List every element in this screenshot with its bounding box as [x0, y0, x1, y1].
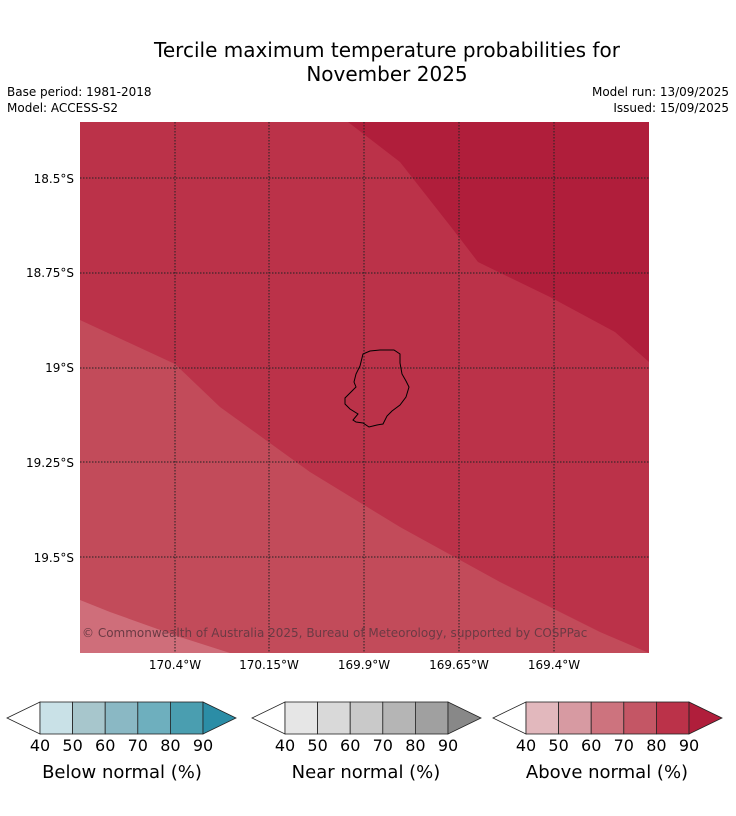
gridlines [80, 122, 649, 653]
colorbar-below-seg-80 [169, 701, 204, 735]
map-canvas [80, 122, 649, 653]
colorbar-above-seg-60 [590, 701, 625, 735]
colorbar-below-tick-70: 70 [127, 736, 148, 755]
colorbar-near-seg-60 [349, 701, 384, 735]
lat-label-1: 18.5°S [33, 172, 74, 186]
colorbar-below-tick-60: 60 [95, 736, 116, 755]
model-run: Model run: 13/09/2025 [591, 85, 729, 99]
colorbar-below-tick-40: 40 [29, 736, 51, 755]
colorbar-near-over-arrow [447, 701, 482, 735]
colorbar-above-label: Above normal (%) [525, 762, 689, 783]
colorbar-below-seg-50 [72, 701, 106, 735]
colorbar-above-tick-40: 40 [515, 736, 537, 755]
meta-left: Base period: 1981-2018 Model: ACCESS-S2 [7, 84, 152, 116]
colorbar-below-seg-40 [39, 701, 73, 735]
lon-label-2: 170.15°W [239, 658, 299, 672]
meta-right: Model run: 13/09/2025 Issued: 15/09/2025 [592, 84, 729, 116]
title-line-2: November 2025 [306, 62, 468, 86]
colorbar-above-tick-80: 80 [646, 736, 667, 755]
map-title: Tercile maximum temperature probabilitie… [0, 38, 736, 86]
colorbar-above-tick-50: 50 [548, 736, 569, 755]
lat-label-3: 19°S [45, 361, 74, 375]
copyright-notice: © Commonwealth of Australia 2025, Bureau… [82, 626, 588, 640]
island-outline [344, 349, 410, 428]
lon-label-3: 169.9°W [337, 658, 391, 672]
colorbar-near-tick-60: 60 [340, 736, 361, 755]
issued-date: Issued: 15/09/2025 [613, 101, 729, 115]
colorbar-near-seg-70 [382, 701, 416, 735]
colorbar-above-normal [492, 701, 723, 735]
colorbar-below-normal [6, 701, 237, 735]
title-line-1: Tercile maximum temperature probabilitie… [154, 38, 620, 62]
colorbar-below-under-arrow [6, 701, 41, 735]
colorbar-near-label: Near normal (%) [291, 762, 441, 783]
colorbar-above-tick-90: 90 [678, 736, 700, 755]
colorbar-above-tick-60: 60 [581, 736, 602, 755]
colorbar-above-seg-50 [558, 701, 592, 735]
lat-label-4: 19.25°S [26, 456, 74, 470]
colorbar-above-seg-80 [655, 701, 690, 735]
map-panel: © Commonwealth of Australia 2025, Bureau… [80, 122, 649, 653]
lon-label-5: 169.4°W [527, 658, 581, 672]
colorbar-near-tick-90: 90 [437, 736, 459, 755]
colorbar-above-seg-40 [525, 701, 559, 735]
colorbar-above-tick-70: 70 [613, 736, 634, 755]
colorbar-near-tick-70: 70 [372, 736, 393, 755]
colorbar-above-over-arrow [688, 701, 723, 735]
base-period: Base period: 1981-2018 [7, 85, 152, 99]
colorbar-above-under-arrow [492, 701, 527, 735]
colorbar-near-tick-80: 80 [405, 736, 426, 755]
colorbar-below-over-arrow [202, 701, 237, 735]
band-above-90 [348, 122, 649, 362]
model-name: Model: ACCESS-S2 [7, 101, 119, 115]
colorbar-near-seg-80 [414, 701, 449, 735]
colorbar-below-seg-60 [104, 701, 139, 735]
colorbar-above-seg-70 [623, 701, 657, 735]
colorbar-below-seg-70 [137, 701, 171, 735]
colorbar-below-label: Below normal (%) [42, 762, 202, 783]
colorbar-near-tick-50: 50 [307, 736, 328, 755]
lon-label-4: 169.65°W [429, 658, 489, 672]
colorbar-below-tick-90: 90 [192, 736, 214, 755]
colorbar-near-under-arrow [251, 701, 286, 735]
lon-label-1: 170.4°W [148, 658, 202, 672]
lat-label-2: 18.75°S [26, 266, 74, 280]
colorbar-near-tick-40: 40 [274, 736, 296, 755]
colorbar-below-tick-50: 50 [62, 736, 83, 755]
colorbar-below-tick-80: 80 [160, 736, 181, 755]
lat-label-5: 19.5°S [33, 551, 74, 565]
band-above-70 [80, 320, 649, 653]
band-above-60 [80, 600, 230, 653]
colorbar-near-seg-50 [317, 701, 351, 735]
colorbar-near-normal [251, 701, 482, 735]
colorbar-near-seg-40 [284, 701, 318, 735]
